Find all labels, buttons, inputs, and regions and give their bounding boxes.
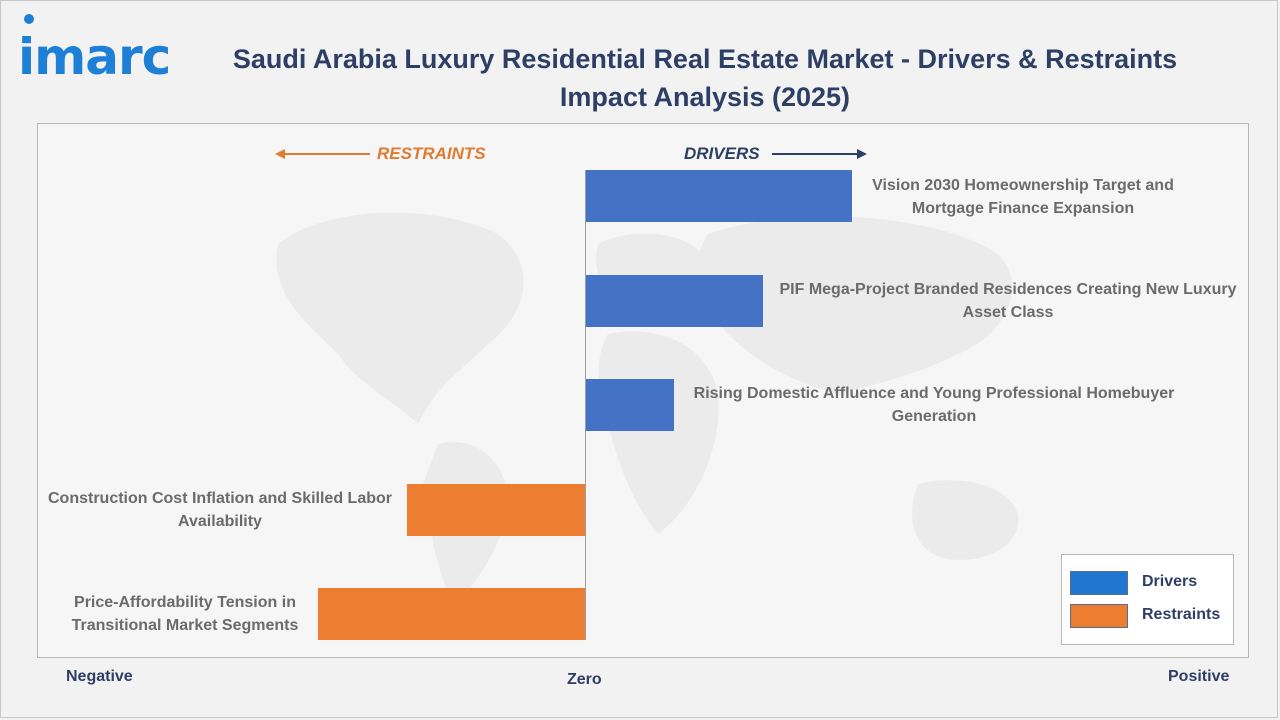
imarc-logo: imarc [18,14,208,84]
arrow-left-icon [275,149,370,159]
axis-label-zero: Zero [567,671,602,688]
bar-label-pif-mega-project: PIF Mega-Project Branded Residences Crea… [779,281,1237,321]
axis-label-positive: Positive [1168,668,1230,685]
zero-axis-line [585,170,586,640]
legend-text-restraints: Restraints [1142,606,1221,623]
legend-swatch-restraints [1070,604,1128,628]
bar-label-price-affordability: Price-Affordability Tension in Transitio… [71,594,299,634]
bar-label-vision-2030: Vision 2030 Homeownership Target and Mor… [872,177,1174,217]
drivers-direction-label: DRIVERS [684,144,760,163]
bar-label-construction-cost: Construction Cost Inflation and Skilled … [47,490,392,530]
chart-title: Saudi Arabia Luxury Residential Real Est… [232,44,1178,112]
chart-legend: Drivers Restraints [1061,554,1234,645]
legend-text-drivers: Drivers [1142,573,1198,590]
bar-price-affordability [318,588,585,640]
legend-swatch-drivers [1070,571,1128,595]
logo-text: imarc [18,28,171,86]
axis-label-negative: Negative [66,668,133,685]
bar-construction-cost [407,484,585,536]
bar-pif-mega-project [585,275,763,327]
bar-domestic-affluence [585,379,674,431]
bar-vision-2030 [585,170,852,222]
world-map-watermark-icon [276,212,1019,604]
arrow-right-icon [772,149,867,159]
logo-dot-icon [24,14,34,24]
restraints-direction-label: RESTRAINTS [377,144,486,163]
bar-label-domestic-affluence: Rising Domestic Affluence and Young Prof… [693,385,1175,425]
